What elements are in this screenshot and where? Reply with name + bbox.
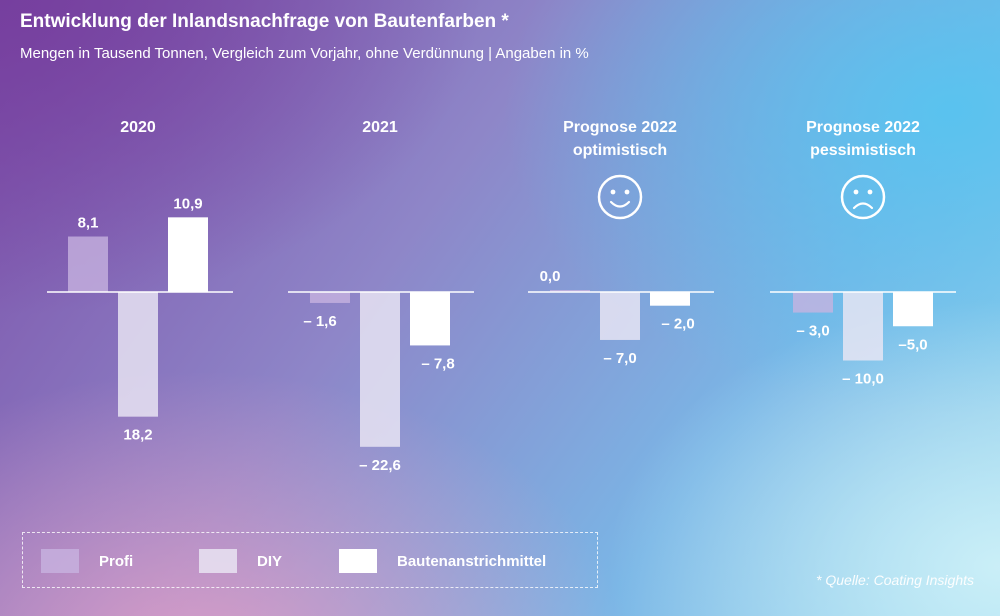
smiley-sad-icon <box>840 174 886 220</box>
bar-1-bautenanstrichmittel <box>410 292 450 346</box>
bar-0-diy <box>118 292 158 417</box>
bar-1-profi <box>310 292 350 303</box>
value-label-3-2: –5,0 <box>898 336 927 353</box>
bar-3-profi <box>793 292 833 313</box>
legend: Profi DIY Bautenanstrichmittel <box>22 532 598 588</box>
legend-item-diy: DIY <box>199 549 282 573</box>
bar-3-bautenanstrichmittel <box>893 292 933 327</box>
value-label-2-2: – 2,0 <box>661 316 694 333</box>
value-label-2-0: 0,0 <box>540 268 561 285</box>
value-label-0-0: 8,1 <box>78 215 99 232</box>
bar-2-profi <box>550 290 590 292</box>
chart-area: 2020 8,1 18,2 10,9 2021 – 1,6 – 22,6 – 7,8 Progn… <box>68 119 933 474</box>
bar-2-bautenanstrichmittel <box>650 292 690 306</box>
value-label-0-1: 18,2 <box>123 427 152 444</box>
smiley-happy-icon <box>597 174 643 220</box>
legend-swatch-bautenanstrichmittel <box>339 549 377 573</box>
legend-swatch-profi <box>41 549 79 573</box>
bar-0-bautenanstrichmittel <box>168 217 208 292</box>
value-label-2-1: – 7,0 <box>603 350 636 367</box>
legend-item-bautenanstrichmittel: Bautenanstrichmittel <box>339 549 546 573</box>
value-label-1-2: – 7,8 <box>421 355 454 372</box>
value-label-3-1: – 10,0 <box>842 371 884 388</box>
panel-label-0: 2020 <box>120 119 156 136</box>
value-label-1-0: – 1,6 <box>303 313 336 330</box>
legend-label-profi: Profi <box>99 552 134 570</box>
legend-label-diy: DIY <box>257 552 283 570</box>
value-label-3-0: – 3,0 <box>796 323 829 340</box>
value-label-0-2: 10,9 <box>173 195 202 212</box>
panel-label-1: 2021 <box>362 119 398 136</box>
value-label-1-1: – 22,6 <box>359 457 401 474</box>
legend-item-profi: Profi <box>41 549 133 573</box>
bar-1-diy <box>360 292 400 447</box>
panel-label-2: Prognose 2022 optimistisch <box>563 119 677 159</box>
chart-title: Entwicklung der Inlandsnachfrage von Bau… <box>20 11 509 32</box>
bar-3-diy <box>843 292 883 361</box>
chart-subtitle: Mengen in Tausend Tonnen, Vergleich zum … <box>20 45 589 62</box>
bar-0-profi <box>68 236 108 292</box>
panel-label-3: Prognose 2022 pessimistisch <box>806 119 920 159</box>
legend-swatch-diy <box>199 549 237 573</box>
source-note: * Quelle: Coating Insights <box>816 572 974 588</box>
bar-2-diy <box>600 292 640 340</box>
legend-label-bautenanstrichmittel: Bautenanstrichmittel <box>397 552 547 570</box>
